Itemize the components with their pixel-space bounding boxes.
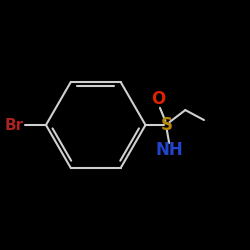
Text: S: S: [161, 116, 173, 134]
Text: NH: NH: [155, 141, 183, 159]
Text: Br: Br: [4, 118, 24, 132]
Text: O: O: [152, 90, 166, 108]
